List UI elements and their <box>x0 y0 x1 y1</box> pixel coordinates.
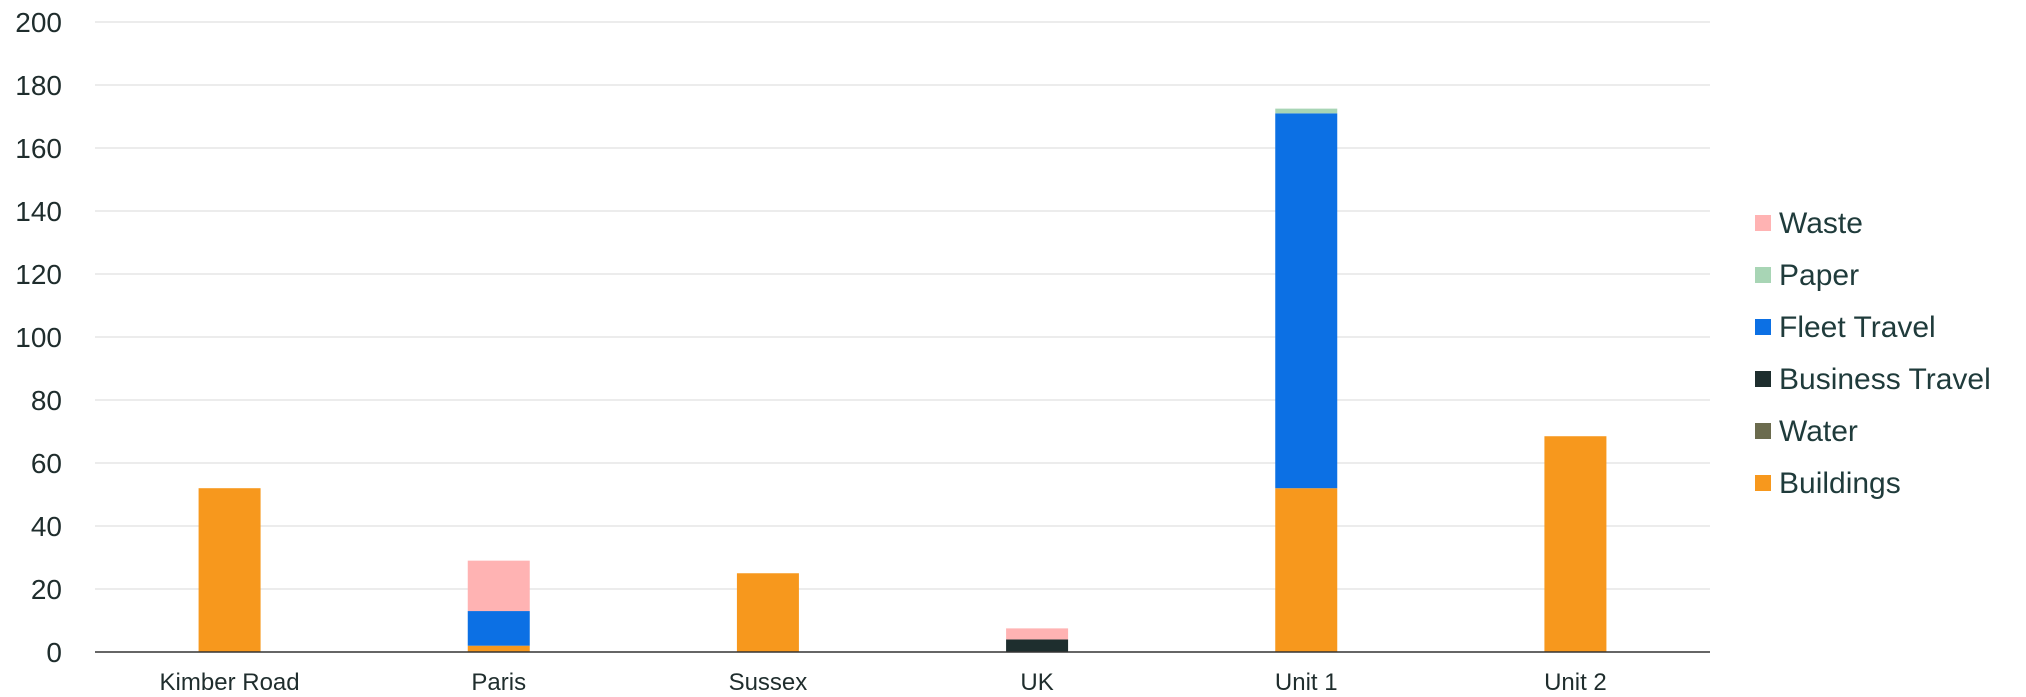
legend-label: Fleet Travel <box>1779 311 1936 344</box>
bar-segment-waste <box>1006 628 1069 640</box>
legend-label: Business Travel <box>1779 363 1991 396</box>
bar-segment-business-travel <box>1006 639 1069 652</box>
y-tick-label: 20 <box>31 574 62 605</box>
legend-swatch <box>1755 371 1771 387</box>
legend-label: Paper <box>1779 259 1859 292</box>
bar-segment-buildings <box>736 573 799 652</box>
y-tick-label: 200 <box>15 7 62 38</box>
x-tick-label: Paris <box>471 669 526 692</box>
bars <box>198 108 1607 652</box>
y-tick-label: 140 <box>15 196 62 227</box>
bar-segment-fleet-travel <box>1275 113 1338 489</box>
gridlines <box>95 21 1710 590</box>
legend-swatch <box>1755 267 1771 283</box>
bar-segment-waste <box>467 560 530 612</box>
bar-segment-paper <box>1275 108 1338 114</box>
x-tick-label: Sussex <box>729 669 808 692</box>
y-tick-label: 160 <box>15 133 62 164</box>
bar-segment-buildings <box>467 645 530 652</box>
y-tick-label: 80 <box>31 385 62 416</box>
legend-swatch <box>1755 423 1771 439</box>
legend-swatch <box>1755 319 1771 335</box>
legend-label: Waste <box>1779 207 1863 240</box>
legend-label: Buildings <box>1779 467 1901 500</box>
legend-swatch <box>1755 475 1771 491</box>
legend-label: Water <box>1779 415 1858 448</box>
bar-segment-fleet-travel <box>467 611 530 646</box>
y-tick-label: 0 <box>46 637 62 668</box>
y-tick-label: 60 <box>31 448 62 479</box>
y-tick-label: 120 <box>15 259 62 290</box>
bar-segment-buildings <box>1275 488 1338 652</box>
bar-segment-buildings <box>198 488 261 652</box>
bar-segment-buildings <box>1544 436 1607 652</box>
y-tick-label: 40 <box>31 511 62 542</box>
x-tick-label: UK <box>1020 669 1053 692</box>
legend-swatch <box>1755 215 1771 231</box>
y-tick-label: 180 <box>15 70 62 101</box>
y-tick-label: 100 <box>15 322 62 353</box>
x-tick-label: Unit 2 <box>1544 669 1607 692</box>
legend: Waste Paper Fleet Travel Business Travel Wat… <box>1755 207 1991 500</box>
x-tick-label: Unit 1 <box>1275 669 1338 692</box>
x-tick-label: Kimber Road <box>160 669 300 692</box>
